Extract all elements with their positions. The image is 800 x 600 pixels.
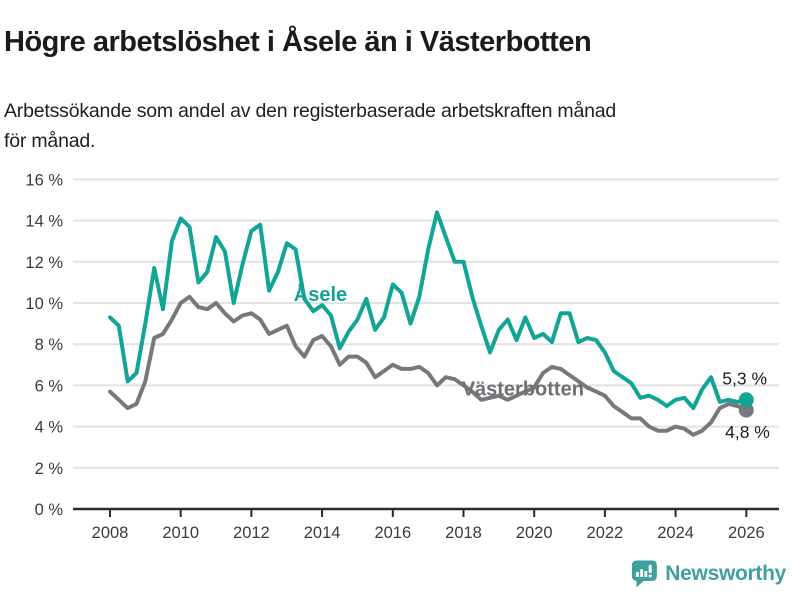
series-end-dot-0	[738, 392, 754, 408]
series-line-1	[108, 294, 749, 437]
x-tick-label: 2020	[516, 524, 553, 542]
chart-svg: 0 % 2 % 4 % 6 % 8 % 10 % 12 % 14 % 16 % 2008 2010 2…	[25, 171, 779, 542]
x-tick-label: 2026	[728, 524, 765, 542]
newsworthy-wordmark: Newsworthy	[665, 562, 786, 585]
line-chart: 0 % 2 % 4 % 6 % 8 % 10 % 12 % 14 % 16 % 2008 2010 2…	[0, 150, 800, 550]
x-tick-label: 2016	[374, 524, 411, 542]
series-line-0	[108, 210, 749, 411]
chart-subtitle: Arbetssökande som andel av den registerb…	[4, 99, 617, 152]
series-label-0: Åsele	[294, 282, 347, 306]
x-tick-label: 2022	[587, 524, 624, 542]
x-tick-label: 2024	[657, 524, 694, 542]
y-tick-label: 6 %	[35, 377, 64, 395]
x-tick-label: 2012	[233, 524, 270, 542]
chart-title: Högre arbetslöshet i Åsele än i Västerbo…	[4, 26, 592, 59]
x-tick-label: 2018	[445, 524, 482, 542]
y-tick-label: 8 %	[35, 336, 64, 354]
x-tick-label: 2010	[162, 524, 199, 542]
series-end-value-1: 4,8 %	[725, 422, 770, 442]
y-tick-label: 12 %	[25, 254, 63, 272]
x-tick-label: 2014	[304, 524, 341, 542]
y-tick-label: 0 %	[35, 501, 64, 519]
y-tick-label: 4 %	[35, 419, 64, 437]
bar-chart-speech-bubble-icon	[631, 560, 658, 588]
series-end-value-0: 5,3 %	[722, 368, 767, 388]
series-label-1: Västerbotten	[462, 379, 584, 401]
y-tick-label: 2 %	[35, 460, 64, 478]
y-tick-label: 14 %	[25, 213, 63, 231]
y-tick-label: 16 %	[25, 171, 63, 189]
newsworthy-logo: Newsworthy	[631, 560, 786, 588]
series-end-dot-1	[738, 402, 754, 418]
x-tick-label: 2008	[92, 524, 129, 542]
y-tick-label: 10 %	[25, 295, 63, 313]
